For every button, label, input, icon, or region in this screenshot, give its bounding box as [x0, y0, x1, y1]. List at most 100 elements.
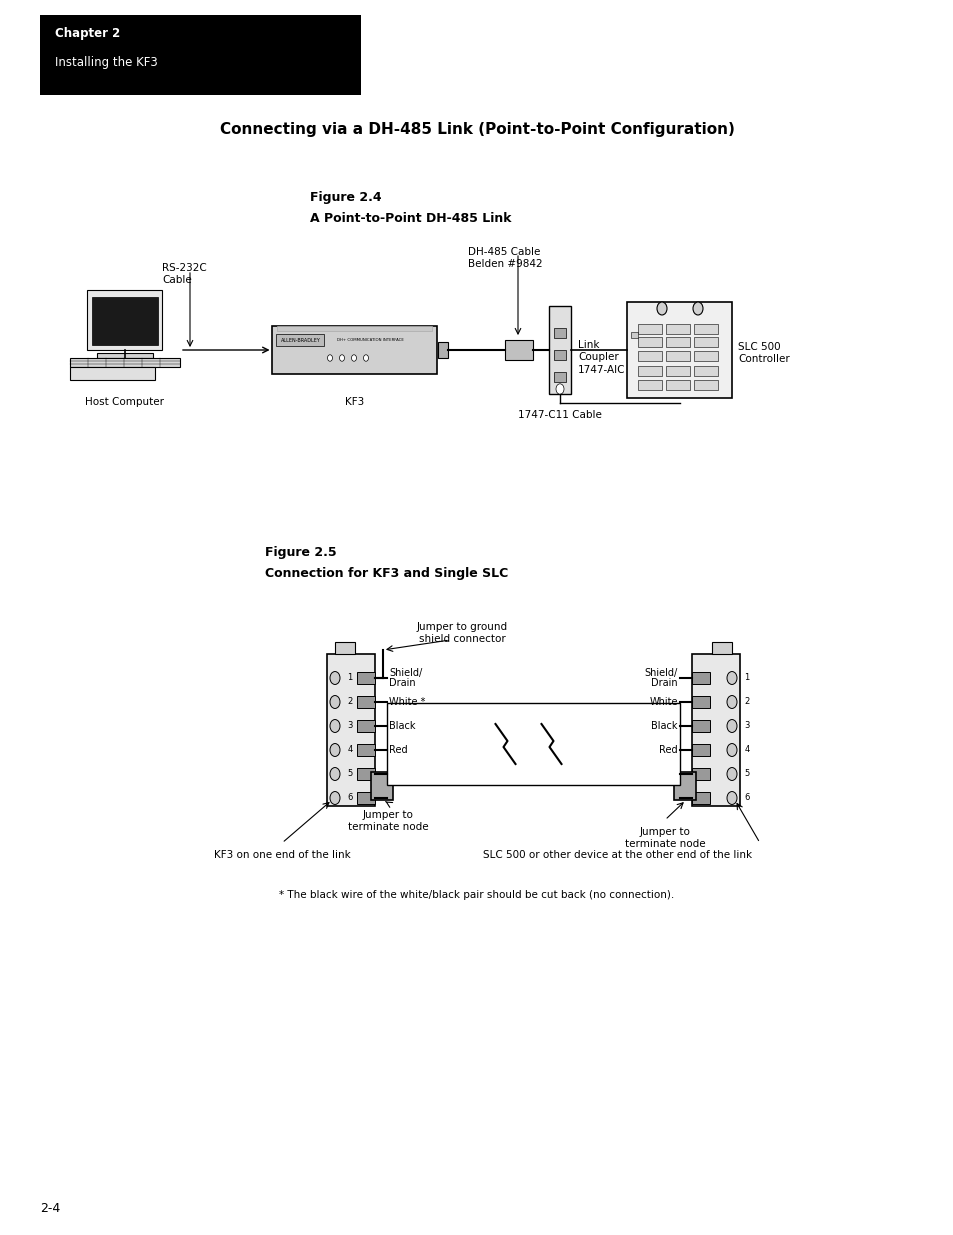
Circle shape — [330, 695, 339, 709]
Bar — [97, 353, 152, 358]
Bar — [691, 672, 709, 684]
Text: 4: 4 — [347, 746, 353, 755]
Bar — [693, 352, 718, 362]
Bar — [627, 303, 732, 398]
Bar — [665, 337, 689, 347]
Bar — [554, 329, 565, 338]
Text: 1: 1 — [743, 673, 749, 683]
Text: 4: 4 — [743, 746, 749, 755]
Bar — [437, 342, 447, 358]
Circle shape — [351, 354, 356, 361]
Bar — [70, 367, 154, 380]
Text: Connection for KF3 and Single SLC: Connection for KF3 and Single SLC — [265, 567, 508, 580]
Bar — [691, 792, 709, 804]
Text: DH-485 Cable
Belden #9842: DH-485 Cable Belden #9842 — [468, 247, 542, 268]
Text: 6: 6 — [347, 794, 353, 803]
Text: RS-232C
Cable: RS-232C Cable — [162, 263, 207, 284]
Bar — [638, 352, 661, 362]
Text: Red: Red — [659, 745, 678, 755]
Bar — [327, 655, 375, 806]
Text: 5: 5 — [347, 769, 353, 778]
Text: Figure 2.5: Figure 2.5 — [265, 546, 336, 559]
Bar — [638, 324, 661, 333]
Text: 2: 2 — [347, 698, 353, 706]
Bar — [665, 366, 689, 375]
Bar — [356, 792, 375, 804]
Circle shape — [330, 672, 339, 684]
Bar — [691, 697, 709, 708]
Bar — [371, 772, 393, 800]
Bar — [554, 372, 565, 382]
Circle shape — [726, 695, 737, 709]
Bar — [92, 296, 157, 345]
Bar — [40, 15, 360, 95]
Bar — [691, 768, 709, 781]
Bar — [356, 672, 375, 684]
Text: 2-4: 2-4 — [40, 1202, 60, 1215]
Bar — [277, 326, 432, 331]
Bar — [356, 720, 375, 732]
Text: SLC 500 or other device at the other end of the link: SLC 500 or other device at the other end… — [483, 850, 752, 860]
Bar — [356, 768, 375, 781]
Text: Chapter 2: Chapter 2 — [55, 27, 120, 41]
Text: Connecting via a DH-485 Link (Point-to-Point Configuration): Connecting via a DH-485 Link (Point-to-P… — [219, 122, 734, 137]
Text: * The black wire of the white/black pair should be cut back (no connection).: * The black wire of the white/black pair… — [279, 890, 674, 900]
Bar — [70, 358, 180, 367]
Circle shape — [330, 743, 339, 757]
Bar — [673, 772, 696, 800]
Text: A Point-to-Point DH-485 Link: A Point-to-Point DH-485 Link — [310, 212, 511, 226]
Text: Shield/
Drain: Shield/ Drain — [644, 668, 678, 688]
Bar — [665, 324, 689, 333]
Text: Host Computer: Host Computer — [86, 396, 164, 408]
Text: DH+ COMMUNICATION INTERFACE: DH+ COMMUNICATION INTERFACE — [336, 338, 403, 342]
Bar — [638, 379, 661, 389]
Text: Jumper to
terminate node: Jumper to terminate node — [624, 827, 704, 848]
Bar — [554, 350, 565, 359]
Text: Figure 2.4: Figure 2.4 — [310, 191, 381, 205]
Text: Link
Coupler
1747-AIC: Link Coupler 1747-AIC — [578, 340, 625, 374]
Bar — [665, 379, 689, 389]
Bar — [691, 655, 740, 806]
Text: KF3: KF3 — [345, 396, 364, 408]
Circle shape — [330, 767, 339, 781]
Circle shape — [327, 354, 333, 361]
Circle shape — [339, 354, 344, 361]
Bar — [631, 332, 638, 338]
Circle shape — [726, 767, 737, 781]
Bar — [356, 697, 375, 708]
Text: 5: 5 — [743, 769, 749, 778]
Circle shape — [330, 720, 339, 732]
Text: Installing the KF3: Installing the KF3 — [55, 56, 158, 69]
Text: White *: White * — [389, 697, 425, 706]
Text: White: White — [649, 697, 678, 706]
Circle shape — [726, 720, 737, 732]
Text: 1747-C11 Cable: 1747-C11 Cable — [517, 410, 601, 420]
Bar — [387, 703, 679, 785]
Bar — [504, 340, 533, 359]
Text: 6: 6 — [743, 794, 749, 803]
Text: 2: 2 — [743, 698, 749, 706]
Text: Red: Red — [389, 745, 407, 755]
Text: 1: 1 — [347, 673, 353, 683]
Bar — [693, 379, 718, 389]
Bar — [276, 333, 324, 346]
Bar — [693, 324, 718, 333]
Bar — [665, 352, 689, 362]
Text: Jumper to ground
shield connector: Jumper to ground shield connector — [416, 622, 507, 643]
Bar — [548, 306, 571, 394]
Bar — [356, 743, 375, 756]
Circle shape — [657, 303, 666, 315]
Circle shape — [692, 303, 702, 315]
Text: Shield/
Drain: Shield/ Drain — [389, 668, 422, 688]
Circle shape — [726, 792, 737, 804]
Bar — [693, 337, 718, 347]
Text: ALLEN-BRADLEY: ALLEN-BRADLEY — [280, 337, 320, 342]
Bar — [335, 642, 355, 655]
Circle shape — [363, 354, 368, 361]
Text: Black: Black — [651, 721, 678, 731]
Bar — [693, 366, 718, 375]
Text: Jumper to
terminate node: Jumper to terminate node — [347, 810, 428, 831]
Circle shape — [726, 672, 737, 684]
Text: KF3 on one end of the link: KF3 on one end of the link — [213, 850, 350, 860]
Bar — [691, 743, 709, 756]
